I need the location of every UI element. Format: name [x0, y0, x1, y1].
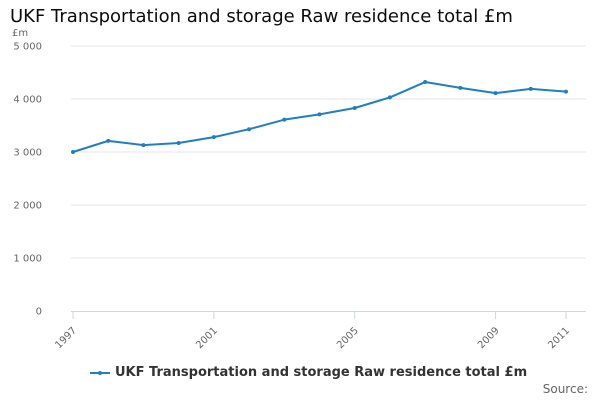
data-point[interactable]	[247, 127, 252, 132]
y-tick-label: 5 000	[13, 42, 42, 53]
data-point[interactable]	[458, 85, 463, 90]
x-tick-label: 2001	[194, 325, 220, 351]
legend-label: UKF Transportation and storage Raw resid…	[115, 365, 528, 380]
y-tick-label: 3 000	[13, 148, 42, 159]
y-tick-label: 1 000	[13, 254, 42, 265]
source-label: Source:	[542, 382, 588, 396]
y-axis-unit: £m	[12, 28, 28, 39]
series-line	[72, 81, 567, 153]
x-axis: 1997 2001 2005 2009 2011	[53, 311, 586, 351]
data-point[interactable]	[352, 106, 357, 111]
data-point[interactable]	[71, 150, 75, 154]
y-tick-label: 4 000	[13, 95, 42, 106]
gridlines	[71, 45, 586, 259]
data-point[interactable]	[141, 143, 146, 148]
data-point[interactable]	[528, 86, 533, 91]
data-point[interactable]	[282, 117, 287, 122]
data-point[interactable]	[564, 89, 568, 94]
y-tick-label: 2 000	[13, 201, 42, 212]
data-point[interactable]	[493, 91, 498, 96]
data-point[interactable]	[387, 95, 392, 100]
plot-area	[71, 80, 568, 154]
y-axis: £m 0 1 000 2 000 3 000 4 000 5 000	[12, 28, 42, 318]
data-point[interactable]	[211, 135, 216, 140]
data-point[interactable]	[423, 80, 428, 85]
data-point[interactable]	[106, 138, 111, 143]
y-tick-label: 0	[36, 307, 42, 318]
legend[interactable]: UKF Transportation and storage Raw resid…	[90, 365, 527, 380]
chart-title: UKF Transportation and storage Raw resid…	[10, 6, 513, 27]
x-tick-label: 2009	[476, 325, 502, 351]
x-tick-label: 2011	[546, 325, 572, 351]
data-point[interactable]	[317, 112, 322, 117]
x-tick-label: 1997	[53, 325, 79, 351]
data-point[interactable]	[176, 140, 181, 145]
legend-swatch	[90, 366, 110, 380]
x-tick-label: 2005	[335, 325, 361, 351]
